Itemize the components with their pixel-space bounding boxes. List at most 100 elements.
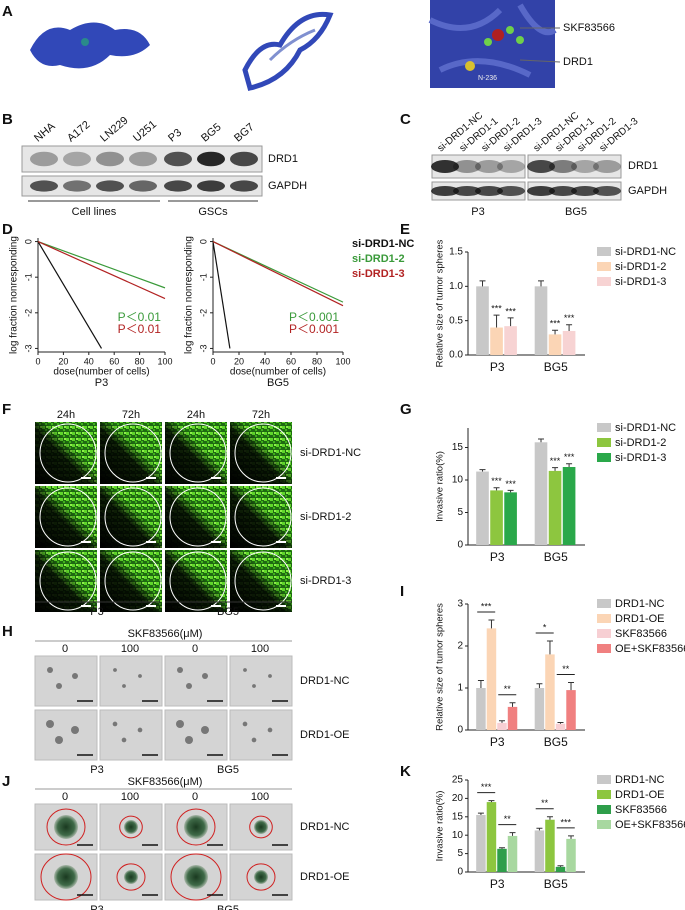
row-label: si-DRD1-NC <box>300 447 361 459</box>
legend-label: DRD1-OE <box>615 789 665 801</box>
error-bar <box>557 865 564 867</box>
protein-images <box>30 0 561 91</box>
y-tick-label: 20 <box>452 793 464 804</box>
legend-label: OE+SKF83566 <box>615 643 685 655</box>
y-tick-label: 1.5 <box>449 247 463 258</box>
row-label: si-DRD1-3 <box>300 575 351 587</box>
y-tick-label: 1.0 <box>449 281 463 292</box>
legend-swatch <box>597 438 611 447</box>
error-bar <box>568 835 575 839</box>
group-label: BG5 <box>217 764 239 776</box>
sig-label: *** <box>560 817 571 827</box>
x-tick-label: BG5 <box>544 550 568 564</box>
legend-label: DRD1-NC <box>615 598 665 610</box>
sphere <box>251 737 257 743</box>
group-label: BG5 <box>565 206 587 218</box>
time-label: 24h <box>187 409 205 421</box>
outline <box>169 423 227 483</box>
legend-label: SKF83566 <box>615 804 667 816</box>
annotation: P＜0.01 <box>118 310 162 324</box>
y-tick-label: 0 <box>23 239 33 244</box>
sig-label: *** <box>505 479 516 489</box>
dose-label: 0 <box>192 643 198 655</box>
dose-label: 0 <box>62 791 68 803</box>
legend-label: si-DRD1-3 <box>352 268 405 280</box>
legend-label: si-DRD1-3 <box>615 452 666 464</box>
legend-label: si-DRD1-2 <box>615 437 666 449</box>
y-tick-label: 0 <box>457 540 463 551</box>
legend-swatch <box>597 262 611 271</box>
error-bar <box>538 438 545 443</box>
bar <box>476 814 486 872</box>
y-tick-label: 0 <box>457 725 463 736</box>
sphere-image <box>99 655 163 707</box>
x-tick-label: 20 <box>234 356 244 366</box>
sphere <box>112 721 118 727</box>
panel-letter: K <box>400 763 411 780</box>
dose-label: 0 <box>62 643 68 655</box>
sphere <box>47 667 53 673</box>
annotation: P＜0.001 <box>289 322 339 336</box>
error-bar <box>479 469 486 472</box>
band <box>571 185 599 197</box>
band <box>527 160 555 173</box>
outline <box>234 423 292 483</box>
lane-label: U251 <box>131 118 159 144</box>
x-tick-label: 0 <box>35 356 40 366</box>
legend-label: si-DRD1-2 <box>615 261 666 273</box>
sphere-outline <box>116 863 146 891</box>
time-label: 72h <box>252 409 270 421</box>
bar <box>497 722 507 730</box>
band <box>453 160 481 173</box>
panel-letter: B <box>2 111 13 128</box>
sphere <box>113 668 117 672</box>
bar <box>534 286 548 355</box>
error-bar <box>552 329 559 335</box>
y-tick-label: -2 <box>23 309 33 317</box>
outline <box>104 423 162 483</box>
panel-letter: H <box>2 623 13 640</box>
bar <box>534 830 545 872</box>
sig-label: *** <box>491 476 502 486</box>
shade <box>230 486 292 548</box>
bar <box>507 706 518 730</box>
dose-title: SKF83566(μM) <box>128 628 203 640</box>
legend-label: si-DRD1-NC <box>615 422 676 434</box>
legend-label: si-DRD1-NC <box>615 246 676 258</box>
y-tick-label: 15 <box>452 811 464 822</box>
group-label: P3 <box>90 764 103 776</box>
group-label: Cell lines <box>72 206 117 218</box>
bar <box>548 334 562 355</box>
dose-label: 100 <box>121 643 139 655</box>
sig-label: *** <box>505 306 516 316</box>
error-bar <box>566 463 573 467</box>
sphere <box>138 674 142 678</box>
bar <box>555 723 566 730</box>
sphere <box>122 684 126 688</box>
bar <box>497 848 507 872</box>
sig-label: * <box>543 622 547 632</box>
bar <box>490 327 503 355</box>
panel-letter: D <box>2 221 13 238</box>
error-bar <box>477 812 484 815</box>
y-axis-label: log fraction nonresponding <box>184 236 195 354</box>
row-label: DRD1-NC <box>300 821 350 833</box>
y-tick-label: 5 <box>457 848 463 859</box>
sphere <box>54 815 78 839</box>
group-label: BG5 <box>217 606 239 618</box>
legend-swatch <box>597 277 611 286</box>
error-bar <box>566 324 573 331</box>
error-bar <box>498 720 505 723</box>
sphere <box>46 720 54 728</box>
legend-swatch <box>597 614 611 623</box>
band <box>129 151 157 167</box>
sphere <box>243 668 247 672</box>
band-label: GAPDH <box>268 180 307 192</box>
y-axis-label: log fraction nonresponding <box>9 236 20 354</box>
error-bar <box>546 640 553 655</box>
sphere <box>185 736 193 744</box>
lane-label: BG5 <box>199 121 224 144</box>
band <box>164 180 192 192</box>
sphere-image <box>164 655 228 707</box>
band <box>30 151 58 167</box>
